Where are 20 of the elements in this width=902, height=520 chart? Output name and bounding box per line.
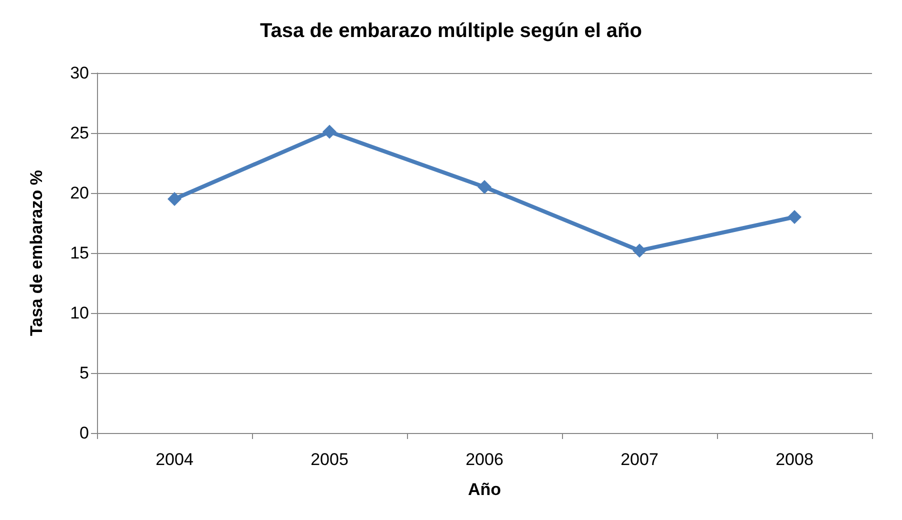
point xyxy=(168,192,182,206)
x-axis-title: Año xyxy=(468,480,502,499)
point xyxy=(632,244,646,258)
x-tick-label: 2006 xyxy=(466,450,504,469)
x-tick-label: 2007 xyxy=(620,450,658,469)
y-tick-label: 15 xyxy=(70,244,89,262)
point xyxy=(322,124,336,139)
y-tick-label: 10 xyxy=(70,304,89,322)
y-tick-label: 5 xyxy=(80,364,89,382)
chart-title: Tasa de embarazo múltiple según el año xyxy=(260,20,642,42)
y-axis-title: Tasa de embarazo % xyxy=(27,170,46,336)
point xyxy=(478,180,492,194)
y-tick-label: 20 xyxy=(70,184,89,202)
y-tick-label: 0 xyxy=(80,424,89,442)
point xyxy=(788,210,802,224)
y-tick-label: 25 xyxy=(70,124,89,142)
y-tick-label: 30 xyxy=(70,64,89,82)
x-tick-label: 2005 xyxy=(310,450,348,469)
x-tick-label: 2004 xyxy=(156,450,194,469)
x-tick-label: 2008 xyxy=(776,450,814,469)
